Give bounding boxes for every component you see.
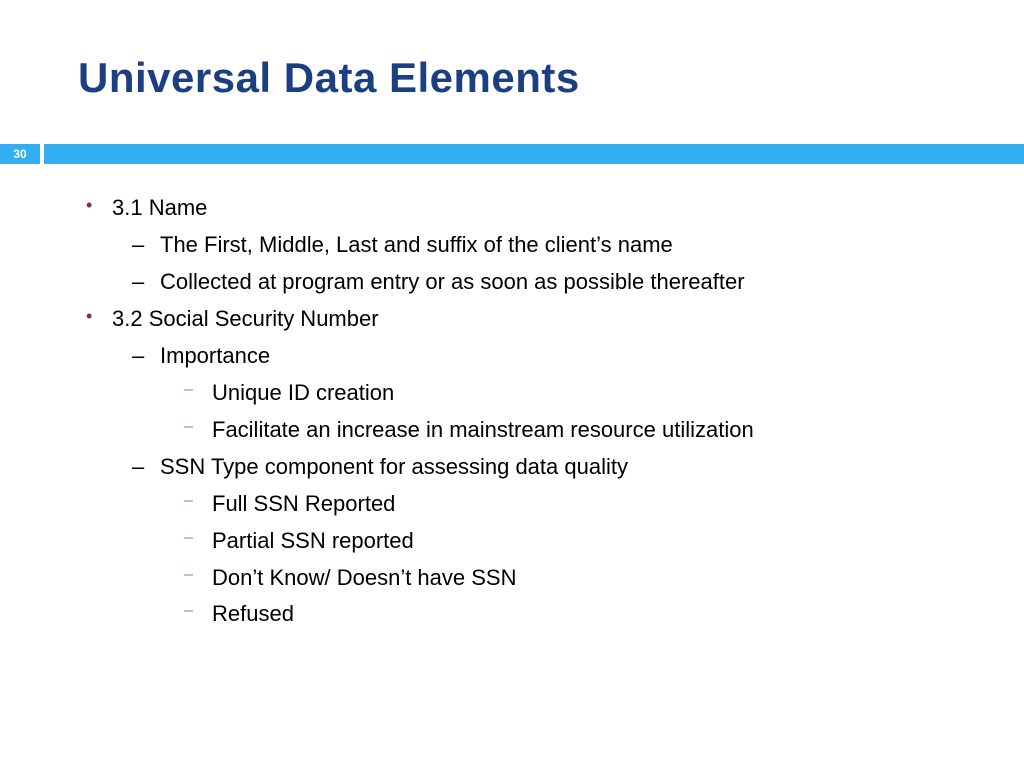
list-item-text: Don’t Know/ Doesn’t have SSN <box>212 565 517 590</box>
list-item: Facilitate an increase in mainstream res… <box>182 412 964 449</box>
page-number-badge: 30 <box>0 144 40 164</box>
list-item: Unique ID creation <box>182 375 964 412</box>
list-item: Collected at program entry or as soon as… <box>130 264 964 301</box>
bullet-list-level-3: Full SSN Reported Partial SSN reported D… <box>160 486 964 634</box>
list-item-text: Collected at program entry or as soon as… <box>160 269 745 294</box>
list-item-text: 3.2 Social Security Number <box>112 306 379 331</box>
bullet-list-level-3: Unique ID creation Facilitate an increas… <box>160 375 964 449</box>
slide: Universal Data Elements 30 3.1 Name The … <box>0 0 1024 768</box>
list-item-text: Refused <box>212 601 294 626</box>
bullet-list-level-2: The First, Middle, Last and suffix of th… <box>112 227 964 301</box>
accent-bar-row: 30 <box>0 144 1024 164</box>
list-item-text: SSN Type component for assessing data qu… <box>160 454 628 479</box>
accent-bar <box>44 144 1024 164</box>
list-item: The First, Middle, Last and suffix of th… <box>130 227 964 264</box>
list-item-text: Partial SSN reported <box>212 528 414 553</box>
list-item-text: Facilitate an increase in mainstream res… <box>212 417 754 442</box>
list-item: Partial SSN reported <box>182 523 964 560</box>
list-item-text: Importance <box>160 343 270 368</box>
list-item: SSN Type component for assessing data qu… <box>130 449 964 634</box>
list-item: 3.2 Social Security Number Importance Un… <box>82 301 964 634</box>
list-item-text: 3.1 Name <box>112 195 207 220</box>
list-item-text: Full SSN Reported <box>212 491 395 516</box>
list-item: Full SSN Reported <box>182 486 964 523</box>
list-item: 3.1 Name The First, Middle, Last and suf… <box>82 190 964 301</box>
slide-content: 3.1 Name The First, Middle, Last and suf… <box>82 190 964 633</box>
list-item: Don’t Know/ Doesn’t have SSN <box>182 560 964 597</box>
list-item-text: Unique ID creation <box>212 380 394 405</box>
list-item: Importance Unique ID creation Facilitate… <box>130 338 964 449</box>
list-item-text: The First, Middle, Last and suffix of th… <box>160 232 673 257</box>
bullet-list-level-2: Importance Unique ID creation Facilitate… <box>112 338 964 634</box>
slide-title: Universal Data Elements <box>78 54 580 102</box>
bullet-list-level-1: 3.1 Name The First, Middle, Last and suf… <box>82 190 964 633</box>
list-item: Refused <box>182 596 964 633</box>
